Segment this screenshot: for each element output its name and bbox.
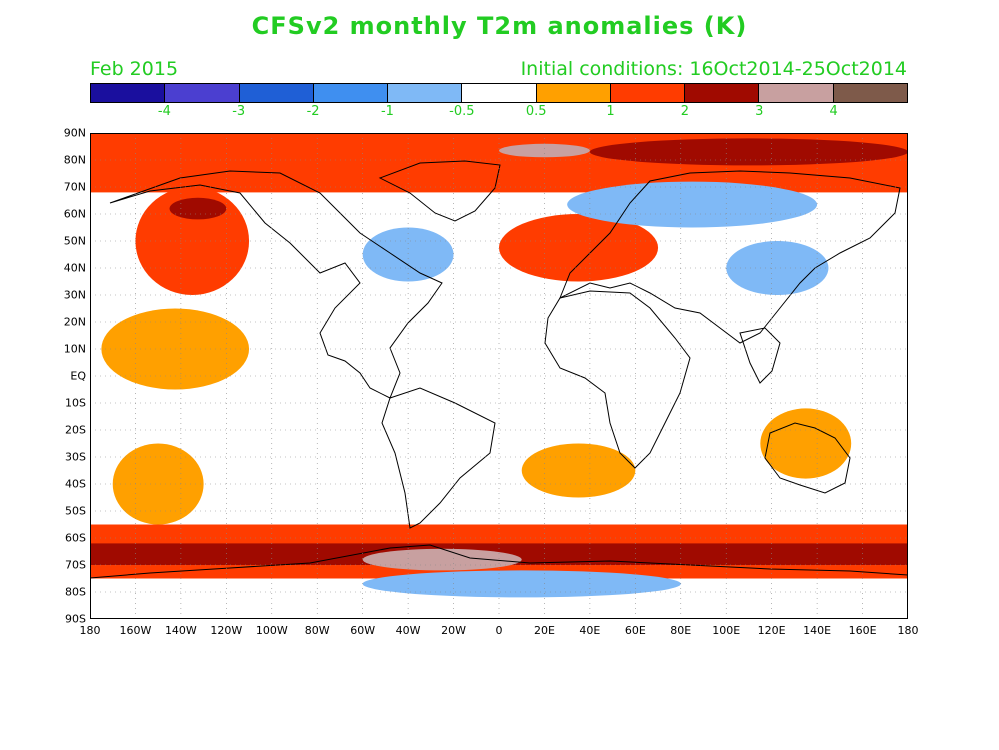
anomaly-region-siberia-cool (567, 181, 818, 228)
anomaly-map (90, 133, 908, 619)
latitude-label: 30N (63, 288, 86, 302)
longitude-label: 140E (803, 624, 832, 637)
longitude-label: 180 (897, 624, 919, 637)
anomaly-region-alaska-strong (169, 197, 227, 220)
color-scale-swatch (685, 84, 760, 102)
color-scale-swatch (313, 84, 389, 102)
color-scale-swatch (388, 84, 463, 102)
color-scale-label: 0.5 (525, 104, 547, 119)
anomaly-region-east-asia-cool (726, 241, 829, 295)
color-scale-swatch (462, 84, 537, 102)
color-scale-swatch (759, 84, 834, 102)
africa-coast (544, 290, 691, 469)
longitude-label: 40W (395, 624, 421, 637)
latitude-label: 10N (63, 342, 86, 356)
latitude-label: 90S (65, 612, 86, 626)
color-scale-label: 4 (829, 104, 838, 119)
anomaly-region-antarctica-cool (362, 570, 681, 598)
color-scale-label: 3 (755, 104, 764, 119)
initial-conditions: Initial conditions: 16Oct2014-25Oct2014 (520, 58, 907, 80)
greenland-coast (378, 160, 501, 222)
anomaly-region-australia-warm (760, 408, 852, 479)
color-scale-label: 2 (680, 104, 690, 119)
longitude-label: 0 (495, 624, 503, 637)
latitude-label: 50S (65, 504, 86, 518)
color-scale-label: 1 (606, 104, 615, 119)
color-scale-label: -1 (380, 104, 394, 119)
color-scale-swatch (536, 84, 611, 102)
latitude-label: 70N (63, 180, 86, 194)
latitude-label: 10S (65, 396, 86, 410)
antarctica-coast (90, 544, 908, 579)
latitude-label: 90N (63, 126, 86, 140)
latitude-label: 40S (65, 477, 86, 491)
color-scale-swatch (610, 84, 686, 102)
longitude-label: 20E (533, 624, 555, 637)
latitude-label: 80S (65, 585, 86, 599)
eurasia-coast (559, 170, 901, 344)
australia-coast (764, 422, 851, 494)
latitude-label: EQ (70, 369, 86, 383)
anomaly-region-eurasia-warm (499, 214, 659, 282)
color-scale-swatch (91, 84, 166, 102)
color-scale-label: -3 (232, 104, 246, 119)
anomaly-region-arctic-strong (589, 138, 908, 166)
longitude-label: 40E (579, 624, 601, 637)
anomaly-region-antarctic-extreme (362, 548, 522, 571)
latitude-label: 30S (65, 450, 86, 464)
longitude-label: 60E (624, 624, 646, 637)
graticule (90, 133, 908, 619)
color-scale-label: -0.5 (449, 104, 475, 119)
longitude-label: 140W (164, 624, 197, 637)
latitude-label: 20N (63, 315, 86, 329)
latitude-label: 20S (65, 423, 86, 437)
color-scale-swatch (239, 84, 314, 102)
india-coast (739, 327, 781, 384)
latitude-label: 80N (63, 153, 86, 167)
longitude-label: 100E (712, 624, 741, 637)
anomaly-region-south-atlantic (521, 443, 636, 498)
anomaly-region-arctic-extreme (499, 143, 590, 158)
latitude-label: 60N (63, 207, 86, 221)
longitude-label: 160W (119, 624, 152, 637)
longitude-label: 160E (848, 624, 877, 637)
longitude-label: 120E (757, 624, 786, 637)
latitude-label: 50N (63, 234, 86, 248)
color-scale-swatch (833, 84, 907, 102)
map-title: CFSv2 monthly T2m anomalies (K) (251, 12, 748, 40)
color-scale-swatch (165, 84, 240, 102)
color-scale-bar (90, 83, 908, 103)
map-frame (90, 133, 908, 619)
longitude-label: 20W (441, 624, 466, 637)
color-scale-label: -4 (157, 104, 171, 119)
longitude-label: 60W (350, 624, 376, 637)
longitude-label: 180 (79, 624, 101, 637)
north-america-coast (109, 170, 443, 399)
longitude-label: 80E (670, 624, 692, 637)
latitude-label: 70S (65, 558, 86, 572)
valid-month: Feb 2015 (90, 58, 179, 80)
latitude-label: 40N (63, 261, 86, 275)
longitude-label: 100W (255, 624, 288, 637)
longitude-label: 80W (304, 624, 330, 637)
longitude-label: 120W (210, 624, 243, 637)
latitude-label: 60S (65, 531, 86, 545)
anomaly-region-south-pacific (112, 443, 204, 525)
color-scale-label: -2 (306, 104, 320, 119)
